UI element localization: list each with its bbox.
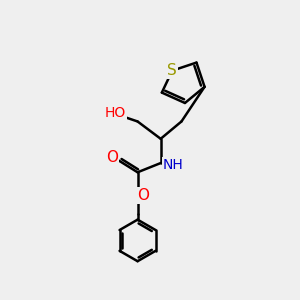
Text: NH: NH [163, 158, 184, 172]
Text: HO: HO [105, 106, 126, 120]
Text: O: O [137, 188, 149, 203]
Text: S: S [167, 63, 177, 78]
Text: O: O [106, 151, 118, 166]
